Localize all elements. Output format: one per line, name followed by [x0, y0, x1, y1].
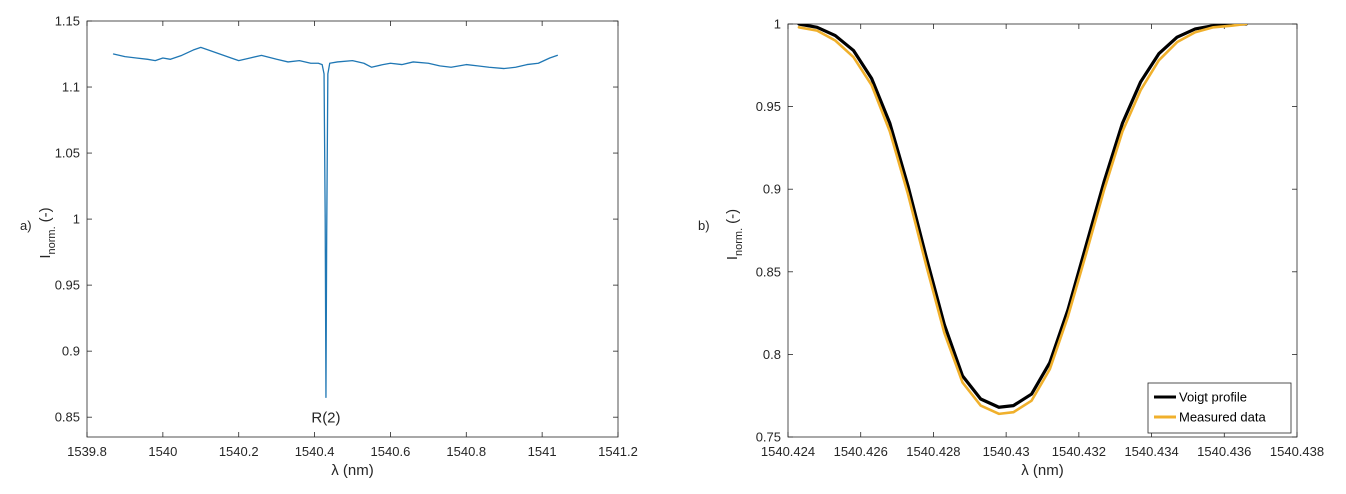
y-tick-label: 0.85	[756, 264, 781, 279]
x-tick-label: 1540.426	[834, 444, 888, 459]
y-tick-label: 0.9	[763, 182, 781, 197]
y-axis-label-unit: (-)	[37, 207, 54, 222]
y-tick-label: 0.95	[756, 99, 781, 114]
y-tick-label: 0.75	[756, 430, 781, 445]
y-tick-label: 1.1	[62, 80, 80, 95]
y-tick-label: 0.9	[62, 344, 80, 359]
y-tick-label: 1.15	[55, 14, 80, 29]
x-tick-label: 1540.8	[446, 444, 486, 459]
y-axis-label-main: I	[724, 256, 741, 260]
x-tick-label: 1540.43	[983, 444, 1030, 459]
legend-box	[1147, 382, 1292, 434]
x-tick-label: 1540.2	[219, 444, 259, 459]
x-tick-label: 1540.424	[761, 444, 815, 459]
plot-frame	[86, 20, 619, 438]
y-tick-label: 0.85	[55, 410, 80, 425]
y-axis-label: Inorm. (-)	[37, 207, 58, 258]
x-tick-label: 1540.4	[295, 444, 335, 459]
y-tick-label: 0.95	[55, 278, 80, 293]
x-tick-label: 1539.8	[67, 444, 107, 459]
y-axis-label-subscript: norm.	[46, 226, 58, 254]
x-tick-label: 1540.436	[1197, 444, 1251, 459]
plot-frame	[787, 23, 1298, 438]
series-line-voigt-profile	[797, 24, 1248, 409]
x-tick-label: 1541.2	[598, 444, 638, 459]
panel-label: a)	[20, 218, 32, 233]
series-line-0	[112, 46, 558, 399]
annotation-label: R(2)	[311, 410, 340, 427]
series-line-measured-data	[797, 24, 1248, 416]
y-axis-label-main: I	[37, 254, 54, 258]
legend-label: Voigt profile	[1179, 390, 1247, 405]
y-axis-label: Inorm. (-)	[724, 209, 745, 260]
x-tick-label: 1540.428	[906, 444, 960, 459]
x-tick-label: 1540.438	[1270, 444, 1324, 459]
chart-panel-b: 1540.424 1540.426 1540.428 1540.43 1540.432 1…	[698, 17, 1324, 480]
x-axis-label: λ (nm)	[1021, 462, 1064, 479]
x-tick-label: 1540.432	[1052, 444, 1106, 459]
y-axis-label-unit: (-)	[724, 209, 741, 224]
x-tick-label: 1540.434	[1124, 444, 1178, 459]
legend-label: Measured data	[1179, 410, 1266, 425]
x-tick-label: 1541	[528, 444, 557, 459]
x-tick-label: 1540.6	[371, 444, 411, 459]
legend: Voigt profile Measured data	[1147, 382, 1292, 434]
y-tick-label: 0.8	[763, 347, 781, 362]
y-tick-label: 1	[73, 212, 80, 227]
y-tick-label: 1	[774, 17, 781, 32]
x-axis-label: λ (nm)	[331, 462, 374, 479]
y-tick-label: 1.05	[55, 146, 80, 161]
y-axis-label-subscript: norm.	[733, 228, 745, 256]
x-tick-label: 1540	[148, 444, 177, 459]
panel-label: b)	[698, 218, 710, 233]
chart-panel-a: 1539.8 1540 1540.2 1540.4 1540.6 1540.8 1541 15…	[20, 14, 638, 480]
